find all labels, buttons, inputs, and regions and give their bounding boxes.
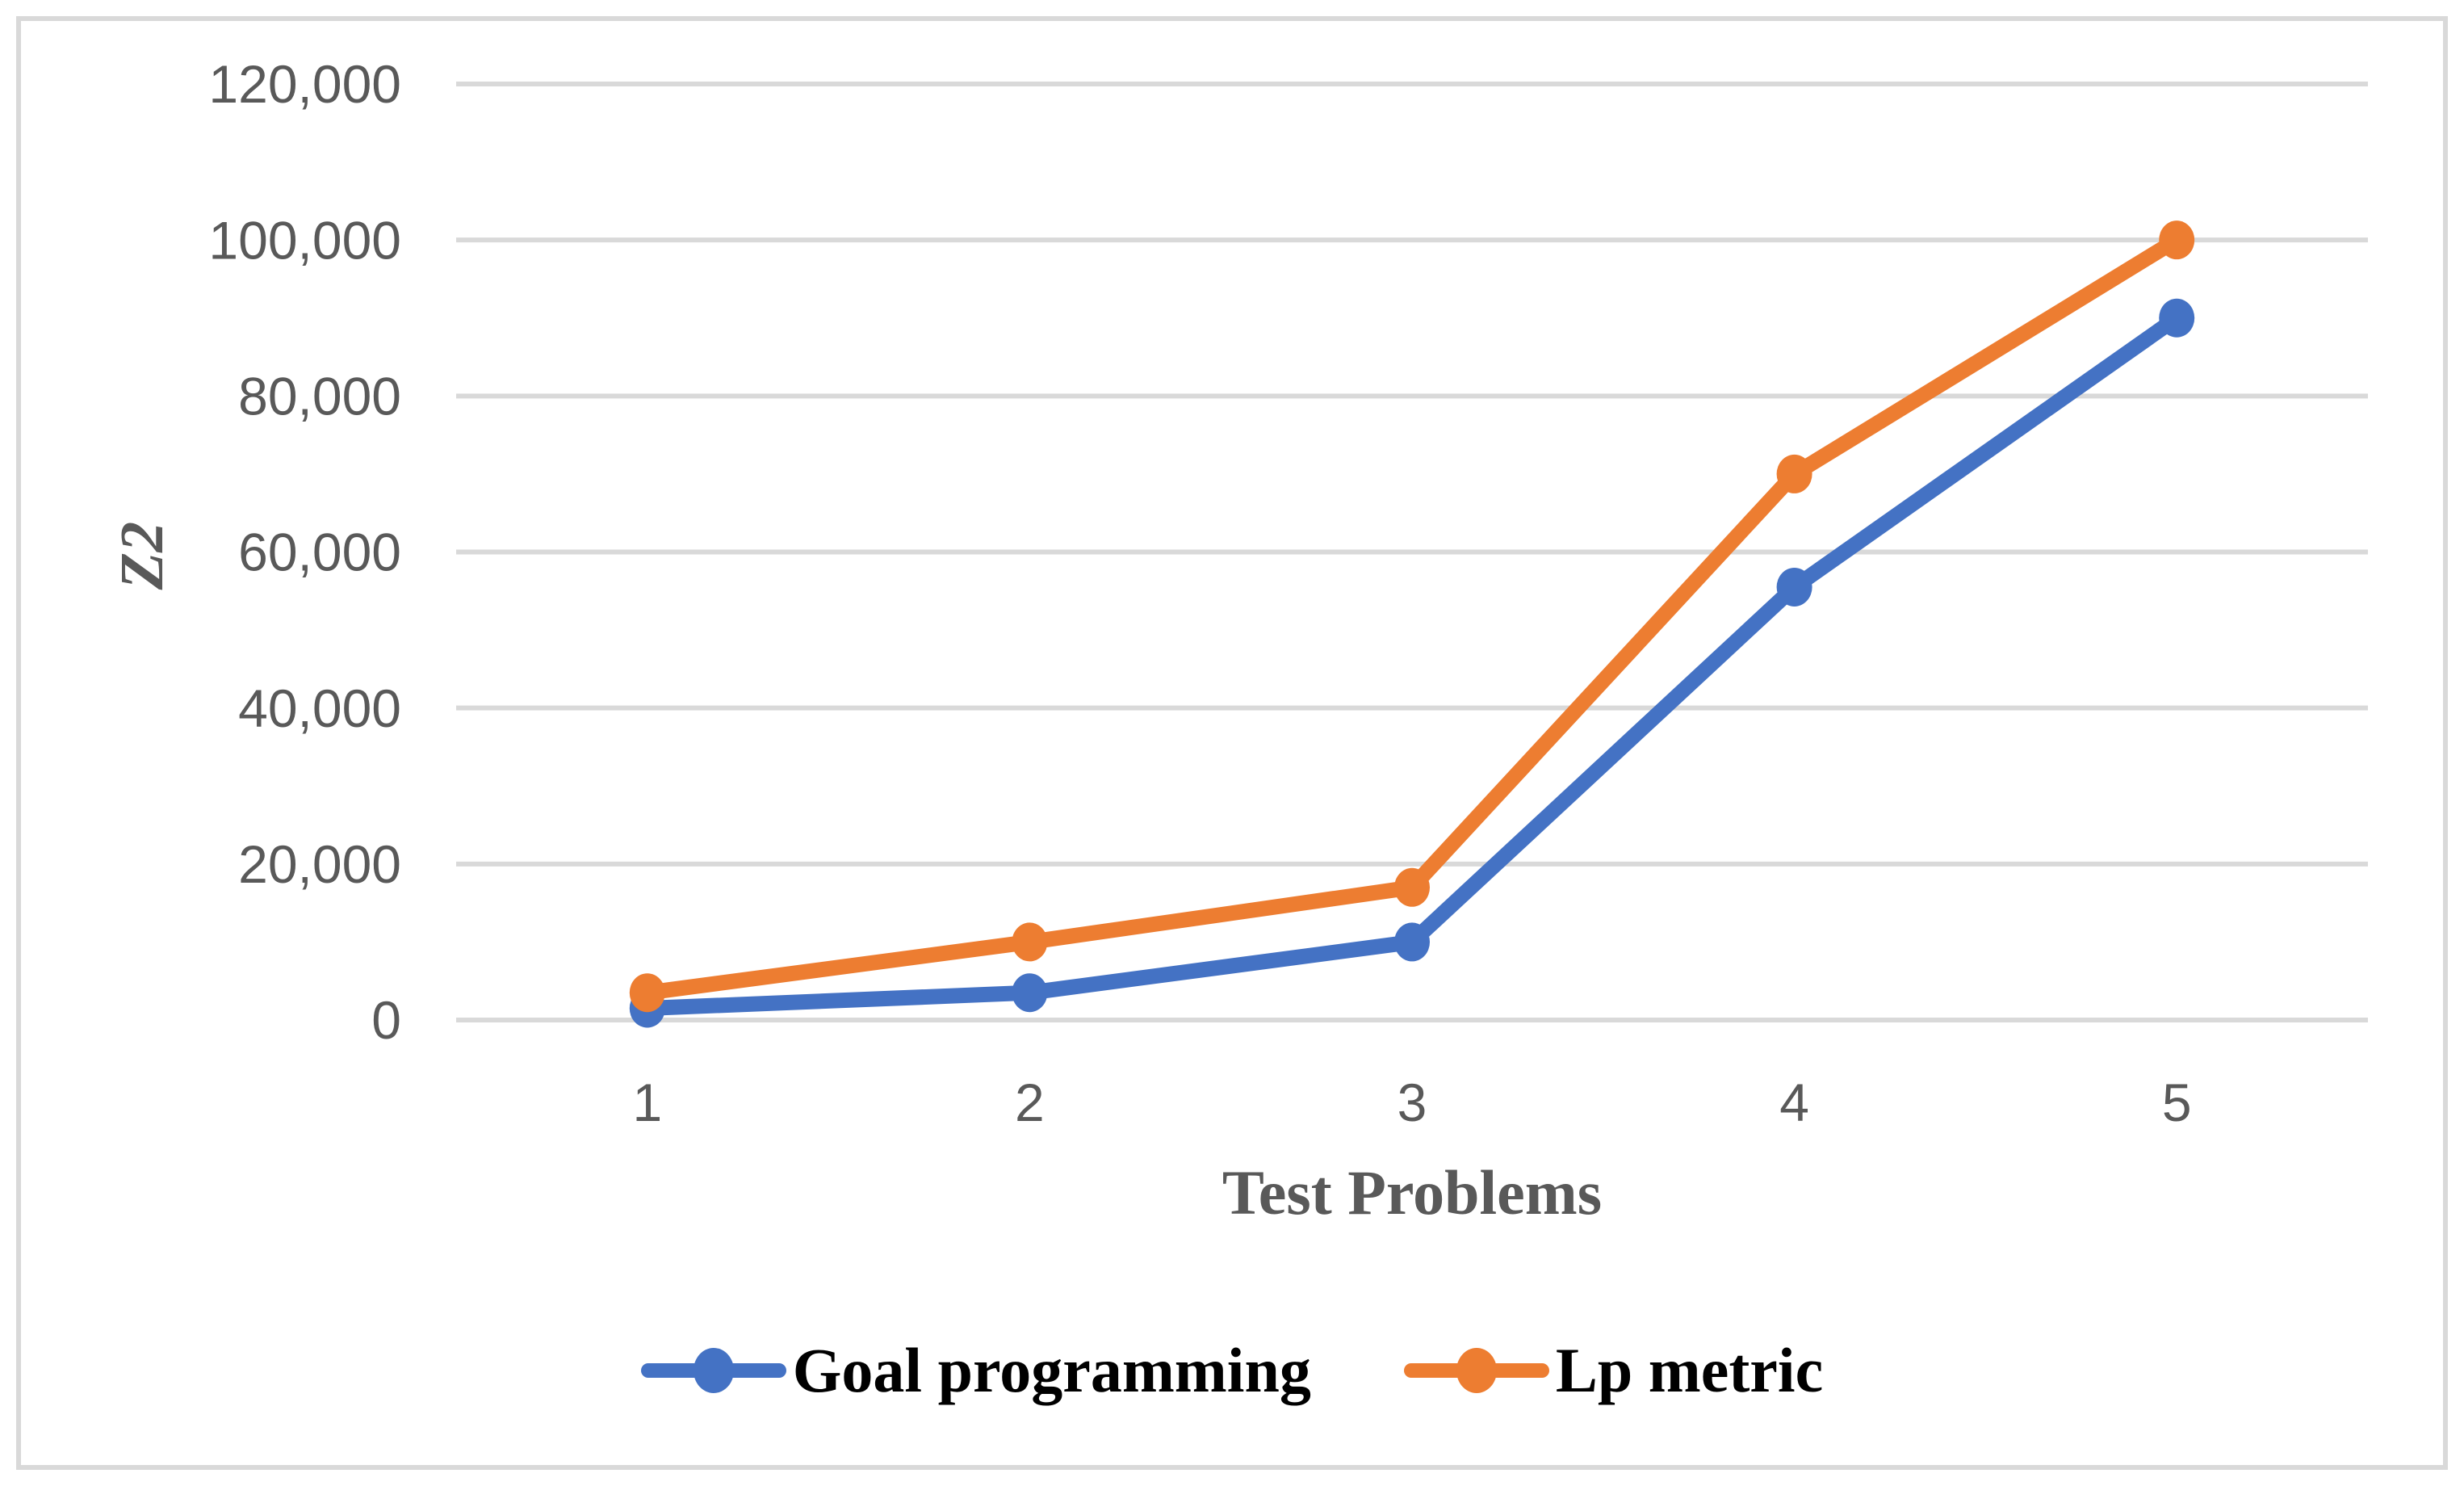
data-point-marker xyxy=(2159,298,2195,338)
x-tick-label: 4 xyxy=(1779,1073,1809,1132)
y-tick-label: 80,000 xyxy=(238,366,401,426)
legend-item: Lp metric xyxy=(1403,1335,1824,1405)
x-tick-label: 2 xyxy=(1015,1073,1045,1132)
y-axis-title: Z2 xyxy=(108,521,176,590)
y-tick-label: 60,000 xyxy=(238,523,401,582)
figure-border xyxy=(16,16,2448,1470)
x-tick-label: 1 xyxy=(632,1073,662,1132)
data-point-marker xyxy=(2159,220,2195,260)
data-point-marker xyxy=(629,973,665,1013)
legend: Goal programming Lp metric xyxy=(0,1339,2464,1402)
y-tick-label: 100,000 xyxy=(208,210,401,270)
data-point-marker xyxy=(1776,454,1812,493)
y-tick-label: 0 xyxy=(371,990,401,1050)
x-tick-label: 5 xyxy=(2162,1073,2192,1132)
data-point-marker xyxy=(1012,973,1048,1013)
y-tick-label: 120,000 xyxy=(208,54,401,114)
legend-line-marker-icon xyxy=(1403,1348,1549,1393)
legend-item: Goal programming xyxy=(640,1335,1311,1405)
data-point-marker xyxy=(1394,922,1430,962)
data-point-marker xyxy=(1394,867,1430,907)
legend-label: Goal programming xyxy=(792,1335,1311,1405)
data-point-marker xyxy=(1012,922,1048,962)
x-tick-label: 3 xyxy=(1398,1073,1427,1132)
y-tick-label: 20,000 xyxy=(238,834,401,894)
x-axis-title: Test Problems xyxy=(1222,1157,1603,1228)
y-tick-label: 40,000 xyxy=(238,678,401,738)
data-point-marker xyxy=(1776,567,1812,607)
legend-label: Lp metric xyxy=(1555,1335,1824,1405)
legend-line-marker-icon xyxy=(640,1348,786,1393)
